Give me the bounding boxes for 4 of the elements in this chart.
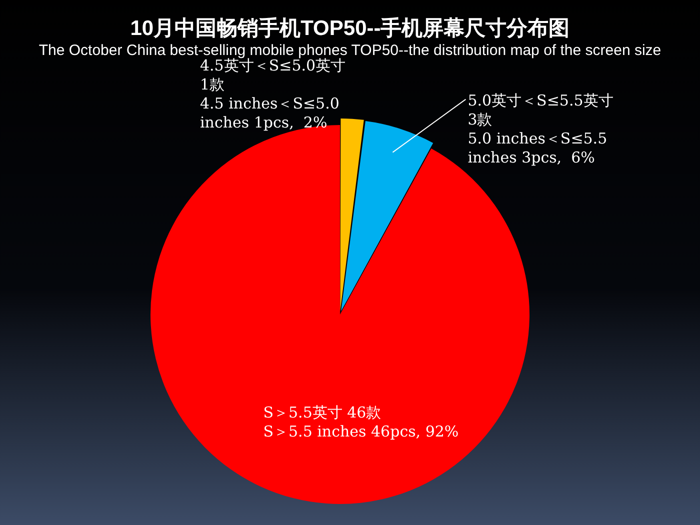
chart-subtitle: The October China best-selling mobile phones TOP50--the distribution map of the screen size bbox=[38, 42, 662, 59]
slice-label: 5.0英寸＜S≤5.5英寸 3款 5.0 inches＜S≤5.5 inches 3pcs, 6% bbox=[468, 92, 614, 167]
chart-title: 10月中国畅销手机TOP50--手机屏幕尺寸分布图 bbox=[129, 16, 571, 42]
slice-label: S＞5.5英寸 46款 S＞5.5 inches 46pcs, 92% bbox=[263, 404, 459, 441]
